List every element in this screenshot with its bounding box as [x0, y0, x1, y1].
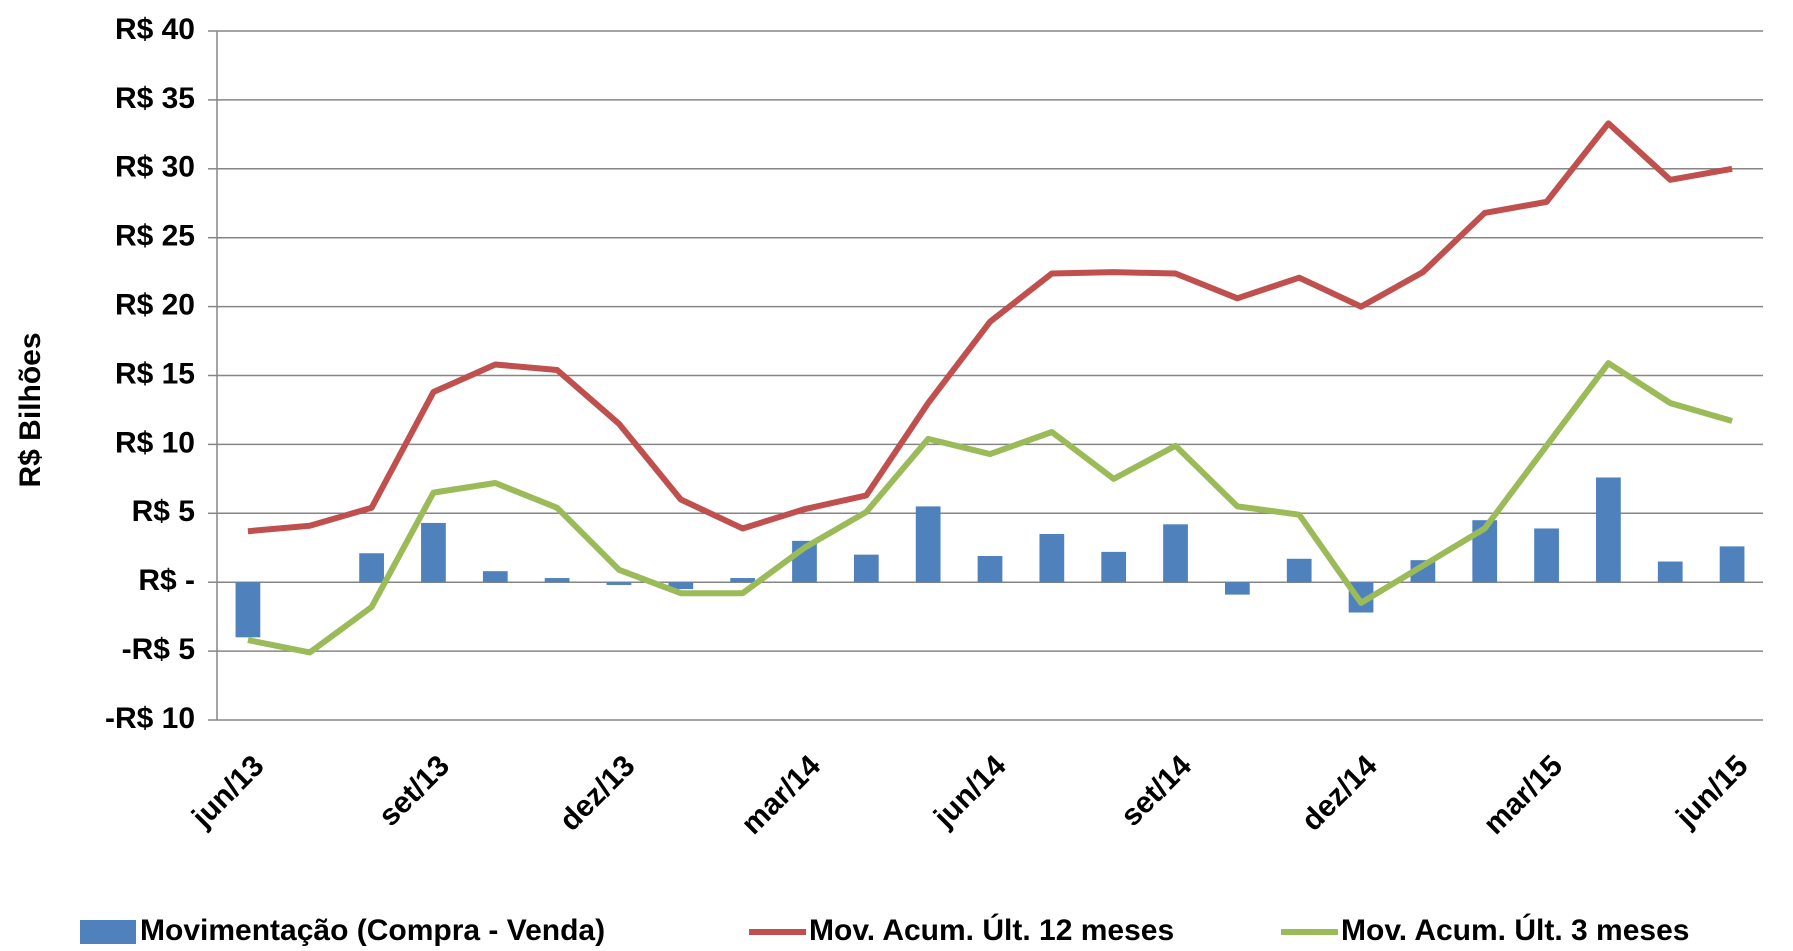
bar: [730, 578, 756, 583]
y-tick-label: R$ 35: [115, 82, 195, 115]
x-tick-label: mar/15: [1477, 749, 1569, 841]
bar: [1224, 582, 1250, 595]
bar: [235, 582, 261, 638]
bar: [1534, 528, 1559, 583]
x-tick-label: jun/15: [1669, 749, 1754, 834]
bar: [977, 556, 1003, 583]
y-tick-label: R$ 20: [115, 289, 195, 322]
line: [247, 120, 1733, 535]
y-tick-label: R$ 40: [115, 13, 195, 46]
bar: [915, 506, 941, 583]
legend-swatch: [80, 920, 136, 944]
x-tick-label: set/14: [1115, 749, 1199, 833]
line: [247, 360, 1733, 656]
x-tick-label: dez/14: [1295, 749, 1383, 837]
y-tick-label: R$ 25: [115, 220, 195, 253]
bar: [1286, 558, 1312, 583]
y-tick-label: -R$ 10: [105, 702, 195, 735]
x-tick-label: jun/13: [185, 749, 270, 834]
legend-label: Mov. Acum. Últ. 3 meses: [1341, 913, 1689, 947]
bar: [482, 571, 508, 583]
bar: [668, 582, 694, 590]
x-tick-label: mar/14: [735, 749, 827, 841]
y-tick-label: -R$ 5: [122, 633, 195, 666]
bar: [1596, 477, 1621, 583]
bar: [1039, 533, 1065, 583]
bar: [1101, 551, 1127, 583]
legend-label: Movimentação (Compra - Venda): [140, 914, 605, 947]
bar: [1719, 546, 1745, 583]
bar: [1657, 561, 1683, 583]
x-tick-label: set/13: [372, 749, 455, 832]
y-axis-title: R$ Bilhões: [14, 332, 47, 487]
y-tick-label: R$ -: [138, 564, 195, 597]
y-tick-label: R$ 15: [115, 357, 195, 390]
bar: [1410, 560, 1436, 583]
y-tick-label: R$ 5: [132, 495, 195, 528]
bar: [359, 553, 384, 583]
x-tick-label: jun/14: [927, 749, 1013, 835]
bar: [853, 554, 879, 583]
bar: [606, 582, 632, 585]
y-tick-label: R$ 30: [115, 151, 195, 184]
bar: [544, 578, 570, 583]
bar: [421, 522, 446, 583]
x-tick-label: dez/13: [553, 749, 641, 837]
legend-label: Mov. Acum. Últ. 12 meses: [809, 913, 1174, 947]
y-tick-label: R$ 10: [115, 426, 195, 459]
bar: [1163, 524, 1188, 583]
